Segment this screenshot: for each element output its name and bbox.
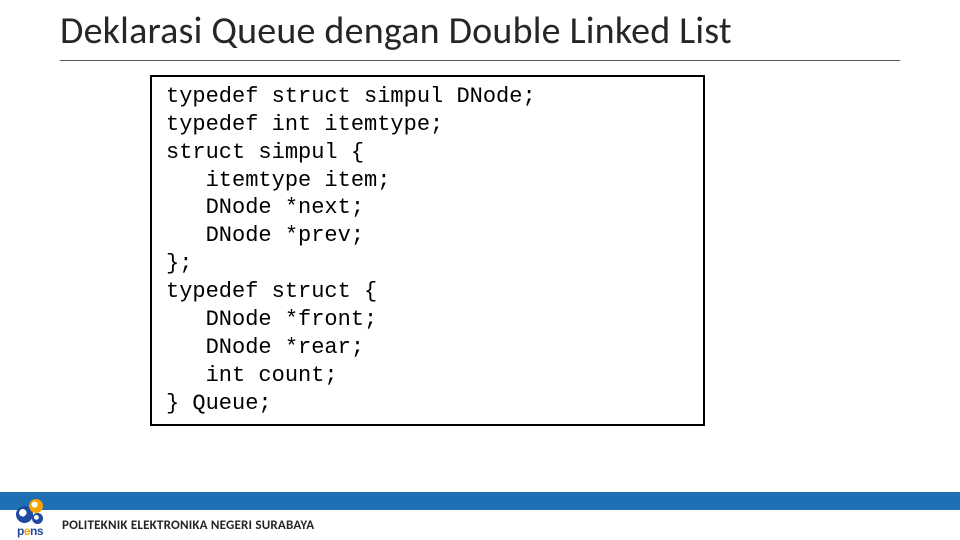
code-box: typedef struct simpul DNode; typedef int…: [150, 75, 705, 426]
pens-logo-text: pens: [17, 524, 43, 538]
footer-text: POLITEKNIK ELEKTRONIKA NEGERI SURABAYA: [0, 510, 960, 540]
slide-title: Deklarasi Queue dengan Double Linked Lis…: [60, 10, 900, 54]
gear-icon: [32, 513, 43, 524]
title-block: Deklarasi Queue dengan Double Linked Lis…: [0, 0, 960, 61]
pens-logo-gears: [13, 496, 47, 526]
footer: POLITEKNIK ELEKTRONIKA NEGERI SURABAYA: [0, 492, 960, 540]
footer-accent-bar: [0, 492, 960, 510]
title-underline: [60, 60, 900, 61]
pens-logo: pens: [6, 490, 54, 538]
